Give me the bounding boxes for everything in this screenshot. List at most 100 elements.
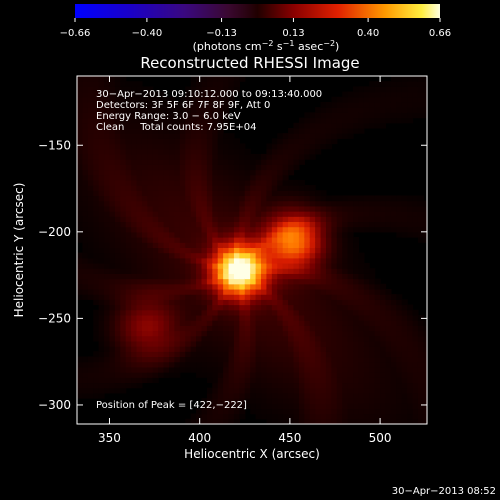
heatmap-cell — [358, 325, 365, 332]
heatmap-cell — [114, 127, 121, 134]
heatmap-cell — [77, 278, 84, 285]
heatmap-cell — [244, 392, 251, 399]
heatmap-cell — [131, 200, 138, 207]
heatmap-cell — [374, 294, 381, 300]
heatmap-cell — [239, 262, 246, 269]
heatmap-cell — [158, 211, 165, 217]
heatmap-cell — [325, 377, 332, 384]
heatmap-cell — [136, 288, 143, 295]
heatmap-cell — [288, 148, 295, 155]
heatmap-cell — [98, 127, 105, 134]
heatmap-cell — [93, 153, 100, 160]
heatmap-cell — [179, 346, 186, 352]
heatmap-cell — [250, 179, 257, 186]
heatmap-cell — [390, 195, 397, 202]
heatmap-cell — [196, 262, 203, 269]
heatmap-cell — [255, 294, 262, 300]
heatmap-cell — [293, 387, 300, 394]
heatmap-cell — [185, 153, 192, 160]
heatmap-cell — [114, 372, 121, 378]
heatmap-cell — [390, 377, 397, 384]
heatmap-cell — [114, 211, 121, 217]
heatmap-cell — [396, 81, 403, 87]
heatmap-cell — [98, 252, 105, 259]
heatmap-cell — [412, 107, 419, 113]
heatmap-cell — [239, 190, 246, 197]
heatmap-cell — [363, 101, 370, 108]
heatmap-cell — [407, 314, 414, 321]
heatmap-cell — [120, 382, 127, 389]
heatmap-cell — [309, 382, 316, 389]
heatmap-cell — [288, 185, 295, 191]
heatmap-cell — [104, 294, 111, 300]
heatmap-cell — [190, 153, 197, 160]
heatmap-cell — [320, 216, 327, 223]
heatmap-cell — [136, 268, 143, 274]
heatmap-cell — [109, 283, 116, 290]
heatmap-cell — [342, 195, 349, 202]
heatmap-cell — [288, 200, 295, 207]
heatmap-cell — [347, 382, 354, 389]
heatmap-cell — [244, 169, 251, 176]
heatmap-cell — [342, 382, 349, 389]
heatmap-cell — [223, 179, 230, 186]
heatmap-cell — [109, 122, 116, 129]
heatmap-cell — [196, 153, 203, 160]
heatmap-cell — [233, 377, 240, 384]
heatmap-cell — [228, 413, 235, 420]
heatmap-cell — [396, 91, 403, 98]
heatmap-cell — [212, 382, 219, 389]
heatmap-cell — [271, 366, 278, 373]
heatmap-cell — [206, 159, 213, 165]
heatmap-cell — [271, 372, 278, 378]
heatmap-cell — [412, 91, 419, 98]
heatmap-cell — [407, 372, 414, 378]
heatmap-cell — [196, 226, 203, 233]
heatmap-cell — [423, 216, 427, 223]
heatmap-cell — [233, 76, 240, 82]
heatmap-cell — [298, 185, 305, 191]
heatmap-cell — [125, 211, 132, 217]
heatmap-cell — [282, 143, 289, 150]
heatmap-cell — [320, 309, 327, 316]
heatmap-cell — [185, 320, 192, 326]
heatmap-cell — [217, 247, 224, 254]
heatmap-cell — [228, 237, 235, 243]
heatmap-cell — [223, 418, 230, 424]
heatmap-cell — [82, 179, 89, 186]
heatmap-cell — [163, 107, 170, 113]
heatmap-cell — [320, 122, 327, 129]
heatmap-cell — [336, 216, 343, 223]
heatmap-cell — [152, 226, 159, 233]
heatmap-cell — [77, 143, 84, 150]
heatmap-cell — [125, 314, 132, 321]
heatmap-cell — [147, 185, 154, 191]
heatmap-cell — [98, 262, 105, 269]
heatmap-cell — [417, 413, 424, 420]
heatmap-cell — [93, 169, 100, 176]
heatmap-cell — [228, 226, 235, 233]
heatmap-cell — [196, 299, 203, 306]
y-tick-label: −250 — [38, 311, 71, 325]
heatmap-cell — [233, 231, 240, 238]
heatmap-cell — [125, 195, 132, 202]
heatmap-cell — [152, 268, 159, 274]
heatmap-cell — [228, 138, 235, 145]
heatmap-cell — [325, 320, 332, 326]
heatmap-cell — [412, 361, 419, 368]
heatmap-cell — [120, 122, 127, 129]
heatmap-cell — [331, 112, 338, 119]
heatmap-cell — [407, 320, 414, 326]
heatmap-cell — [271, 408, 278, 415]
heatmap-cell — [217, 96, 224, 103]
heatmap-cell — [369, 361, 376, 368]
heatmap-cell — [114, 268, 121, 274]
heatmap-cell — [331, 309, 338, 316]
heatmap-cell — [261, 164, 268, 171]
heatmap-cell — [369, 413, 376, 420]
heatmap-cell — [385, 221, 392, 228]
heatmap-cell — [206, 408, 213, 415]
heatmap-cell — [147, 231, 154, 238]
heatmap-cell — [179, 325, 186, 332]
heatmap-cell — [179, 107, 186, 113]
